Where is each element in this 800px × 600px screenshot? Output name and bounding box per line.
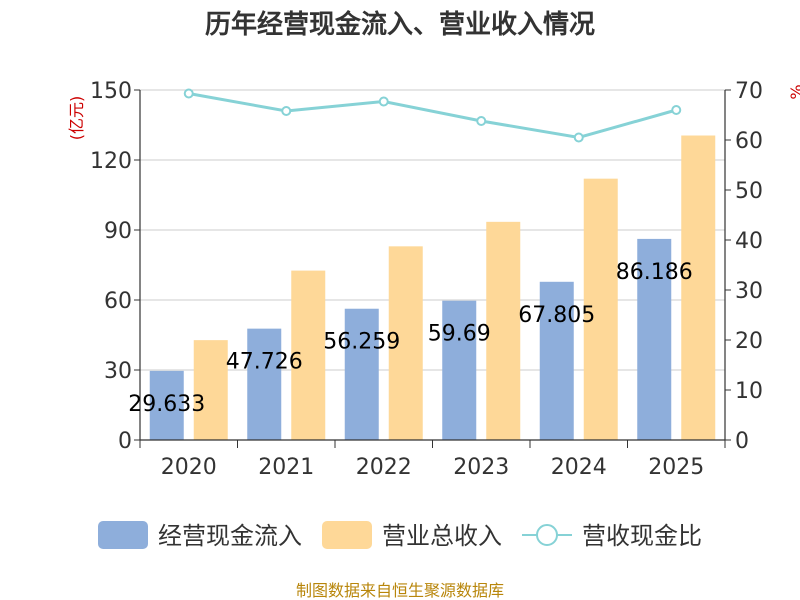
bar-cash-inflow <box>539 281 574 440</box>
y-tick-label-right: 70 <box>735 79 763 104</box>
data-label: 47.726 <box>226 350 303 375</box>
x-tick-label: 2021 <box>258 455 314 480</box>
y-axis-label-left: (亿元) <box>67 96 86 141</box>
y-tick-label-right: 10 <box>735 379 763 404</box>
chart-title: 历年经营现金流入、营业收入情况 <box>205 9 595 40</box>
y-tick-label-right: 50 <box>735 179 763 204</box>
bar-revenue <box>193 340 228 440</box>
bar-revenue <box>291 270 326 440</box>
y-tick-label-right: 30 <box>735 279 763 304</box>
line-point <box>183 88 194 99</box>
source-note: 制图数据来自恒生聚源数据库 <box>296 581 504 600</box>
bar-revenue <box>388 246 423 440</box>
line-point <box>378 96 389 107</box>
bar-cash-inflow <box>344 308 379 440</box>
line-point <box>281 106 292 116</box>
bar-revenue <box>486 221 521 440</box>
data-label: 29.633 <box>128 392 205 417</box>
y-tick-label-right: 60 <box>735 129 763 154</box>
bar-cash-inflow <box>637 238 672 440</box>
data-label: 56.259 <box>323 330 400 355</box>
x-tick-label: 2023 <box>453 455 509 480</box>
bar-cash-inflow <box>247 328 282 440</box>
legend-swatch <box>98 521 148 549</box>
y-tick-label-right: 40 <box>735 229 763 254</box>
bar-cash-inflow <box>149 370 184 440</box>
y-tick-label-left: 120 <box>90 149 132 174</box>
data-label: 59.69 <box>428 322 491 347</box>
data-label: 86.186 <box>616 260 693 285</box>
data-label: 67.805 <box>518 303 595 328</box>
y-tick-label-right: 20 <box>735 329 763 354</box>
legend-label: 营收现金比 <box>582 522 702 550</box>
x-tick-label: 2020 <box>161 455 217 480</box>
x-tick-label: 2024 <box>551 455 607 480</box>
bar-cash-inflow <box>442 300 477 440</box>
line-point <box>671 105 682 115</box>
bar-revenue <box>583 178 618 440</box>
line-point <box>476 116 487 126</box>
bar-revenue <box>681 135 716 440</box>
y-tick-label-left: 60 <box>104 289 132 314</box>
x-tick-label: 2022 <box>356 455 412 480</box>
legend-swatch <box>322 521 372 549</box>
legend-label: 经营现金流入 <box>158 522 302 550</box>
y-tick-label-left: 150 <box>90 79 132 104</box>
line-cash-ratio <box>188 92 677 140</box>
legend-marker <box>536 524 558 546</box>
x-tick-label: 2025 <box>648 455 704 480</box>
y-axis-label-right: % <box>787 84 800 99</box>
y-tick-label-right: 0 <box>735 429 749 454</box>
legend-label: 营业总收入 <box>382 522 502 550</box>
y-tick-label-left: 90 <box>104 219 132 244</box>
line-point <box>573 132 584 143</box>
y-tick-label-left: 0 <box>118 429 132 454</box>
y-tick-label-left: 30 <box>104 359 132 384</box>
